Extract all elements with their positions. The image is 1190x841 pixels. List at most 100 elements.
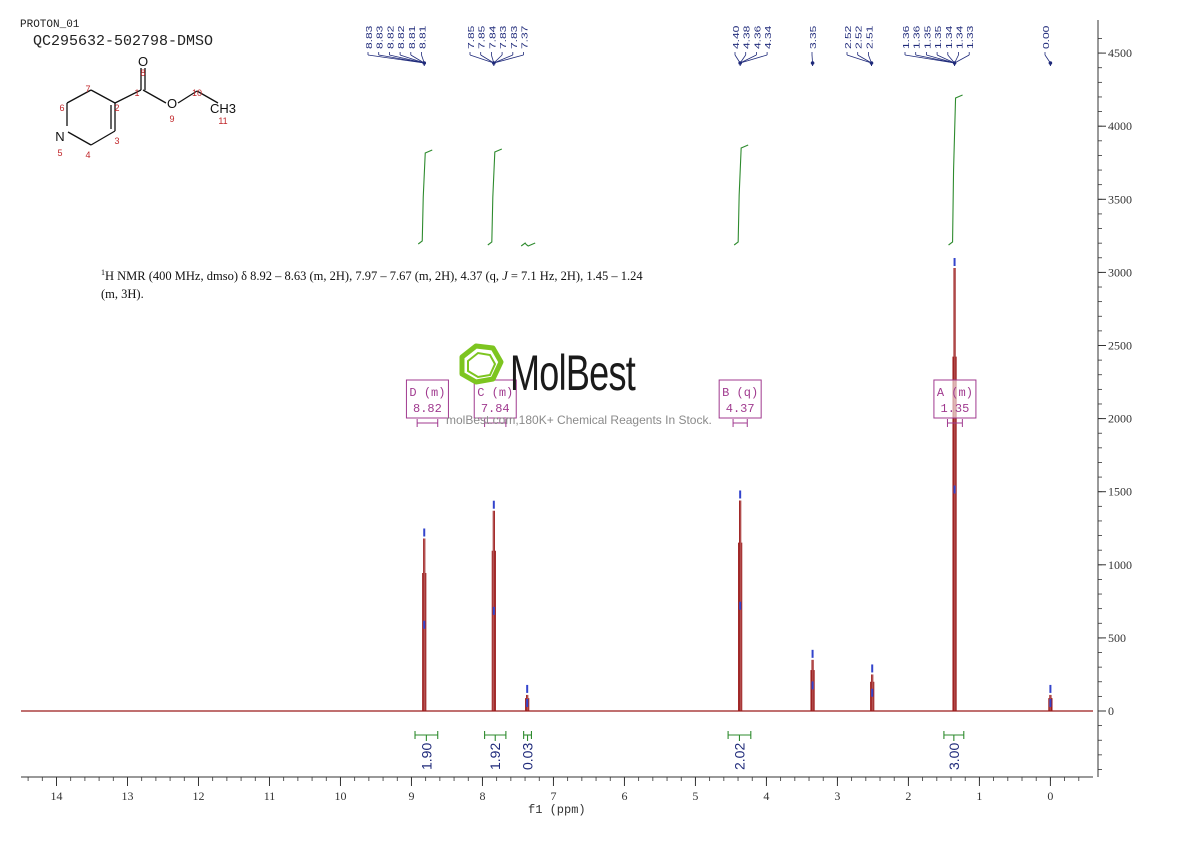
integral-value: 1.90	[418, 743, 434, 770]
y-tick-label: 2000	[1108, 412, 1132, 426]
peak-label-connector	[480, 54, 495, 64]
y-tick-label: 500	[1108, 631, 1126, 645]
sample-id: QC295632-502798-DMSO	[33, 33, 214, 50]
molecule-atom-number: 9	[169, 114, 174, 124]
peak-label: 8.82	[398, 25, 406, 49]
x-axis: 14 13 12 11 10 9 8 7 6 5 4 3 2 1 0	[21, 776, 1093, 803]
molecule-atom-number: 7	[85, 84, 90, 94]
molecule-atom: CH3	[210, 101, 236, 116]
peak-label: 2.52	[845, 25, 853, 49]
peak-label: 1.36	[903, 25, 911, 49]
integral-value: 3.00	[946, 743, 962, 770]
integral-value: 2.02	[731, 743, 747, 770]
peak-label: 8.81	[409, 25, 417, 49]
y-tick-label: 2500	[1108, 339, 1132, 353]
multiplet-shift: 1.35	[941, 402, 970, 416]
molecule-atom-number: 10	[192, 88, 202, 98]
integral-curve	[520, 242, 536, 247]
peak-label: 1.33	[967, 25, 975, 49]
peak-label: 0.00	[1043, 25, 1051, 49]
multiplet-box	[405, 379, 449, 419]
y-axis: 0 500 1000 1500 2000 2500 3000 3500 4000 4500	[1097, 20, 1132, 777]
molecule-atom-number: 11	[218, 116, 227, 126]
description-fragment: J	[502, 269, 508, 284]
multiplet-box	[933, 379, 977, 419]
peak-label: 2.52	[856, 25, 864, 49]
peak-label: 7.37	[521, 25, 529, 49]
peak-label-dot	[810, 61, 815, 65]
peak-label: 7.83	[500, 25, 508, 49]
peak-label: 8.81	[419, 25, 427, 49]
peak-label-dot	[1048, 61, 1053, 65]
peak-label: 1.34	[956, 25, 964, 49]
peak-label: 8.83	[377, 25, 385, 49]
x-tick-label: 4	[763, 789, 769, 803]
peak-label: 8.82	[387, 25, 395, 49]
y-tick-label: 4500	[1108, 46, 1132, 60]
molecule-structure	[66, 68, 219, 146]
x-tick-label: 11	[264, 789, 276, 803]
multiplet-type: D (m)	[409, 386, 445, 400]
y-tick-label: 4000	[1108, 119, 1132, 133]
molecule-atom-number: 8	[140, 68, 145, 78]
peak-label-dot	[869, 61, 874, 65]
peak-label-connector	[493, 54, 503, 64]
integral-curve	[487, 148, 503, 246]
x-tick-label: 1	[976, 789, 982, 803]
x-tick-label: 2	[905, 789, 911, 803]
peak-label: 4.34	[765, 25, 773, 49]
integral-curves	[417, 94, 963, 247]
peak-label: 7.83	[511, 25, 519, 49]
experiment-name: PROTON_01	[20, 19, 80, 31]
peak-label-dot	[492, 61, 496, 65]
peak-label-dot	[738, 61, 742, 65]
x-tick-label: 12	[192, 789, 204, 803]
x-tick-label: 9	[408, 789, 414, 803]
x-tick-label: 3	[834, 789, 840, 803]
peak-label-connector	[469, 54, 494, 64]
peak-labels: 8.83 8.83 8.82 8.82 8.81 8.81 7.85 7.85 7.84 7.83…	[366, 25, 1053, 66]
y-tick-label: 1500	[1108, 485, 1132, 499]
integral-value: 0.03	[520, 743, 536, 770]
integral-value: 1.92	[487, 743, 503, 770]
x-tick-label: 6	[621, 789, 627, 803]
molecule-atom-number: 5	[57, 148, 62, 158]
peak-label: 4.40	[733, 25, 741, 49]
x-axis-label: f1 (ppm)	[528, 803, 586, 817]
multiplet-box	[718, 379, 762, 419]
integral-curve	[417, 149, 433, 245]
watermark-text: molBest.com,180K+ Chemical Reagents In S…	[446, 413, 712, 427]
peak-label: 1.34	[946, 25, 954, 49]
integral-curve	[733, 144, 749, 246]
multiplet-type: A (m)	[937, 386, 973, 400]
molecule-atom-number: 3	[114, 136, 119, 146]
spectrum-peaks	[422, 258, 1053, 711]
peak-label: 2.51	[866, 25, 874, 49]
nmr-description: 1H NMR (400 MHz, dmso) δ 8.92 – 8.63 (m,…	[101, 264, 661, 303]
peak-label-connector	[493, 54, 524, 64]
peak-label: 3.35	[810, 25, 818, 49]
y-tick-label: 3000	[1108, 265, 1132, 279]
peak-label-connector	[936, 54, 955, 64]
peak-label-connector	[915, 54, 955, 64]
integral-curve	[948, 94, 963, 246]
peak-label-connector	[399, 54, 425, 64]
peak-label-connector	[739, 54, 757, 64]
peak-label-connector	[926, 54, 955, 64]
peak-label-connector	[410, 54, 425, 64]
description-fragment: H NMR (400 MHz, dmso) δ 8.92 – 8.63 (m, …	[105, 269, 503, 284]
multiplet-type: C (m)	[477, 386, 513, 400]
peak-label-connector	[740, 54, 768, 64]
peak-label-dot	[952, 61, 957, 65]
molecule-atom: O	[167, 96, 177, 111]
x-tick-label: 13	[121, 789, 133, 803]
molecule-atom: N	[55, 129, 64, 144]
molecule-atom-number: 4	[85, 150, 90, 160]
molecule-atom-number: 2	[114, 103, 119, 113]
molecule-atom-number: 1	[134, 88, 139, 98]
peak-label: 1.36	[914, 25, 922, 49]
y-tick-label: 0	[1108, 704, 1114, 718]
molbest-logo-icon	[459, 343, 504, 385]
peak-label-connector	[846, 54, 872, 64]
